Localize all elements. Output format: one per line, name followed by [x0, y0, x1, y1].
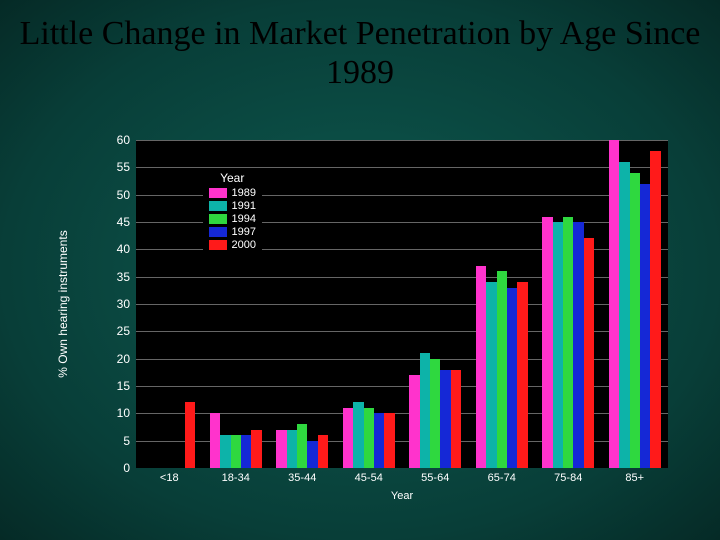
- y-tick-label: 10: [80, 406, 130, 420]
- bar: [374, 413, 384, 468]
- legend-swatch: [209, 214, 227, 224]
- bar: [343, 408, 353, 468]
- x-tick-label: 85+: [625, 472, 644, 484]
- x-tick-label: 45-54: [355, 472, 383, 484]
- x-axis-label: Year: [136, 490, 668, 502]
- x-tick-label: 35-44: [288, 472, 316, 484]
- x-tick-label: 18-34: [222, 472, 250, 484]
- bar: [384, 413, 394, 468]
- bar: [451, 370, 461, 468]
- bar: [251, 430, 261, 468]
- bar: [210, 413, 220, 468]
- bar: [276, 430, 286, 468]
- bar: [584, 238, 594, 468]
- bar: [420, 353, 430, 468]
- legend-swatch: [209, 201, 227, 211]
- bar: [497, 271, 507, 468]
- y-axis-label: % Own hearing instruments: [56, 230, 70, 377]
- bar: [573, 222, 583, 468]
- y-tick-label: 45: [80, 215, 130, 229]
- legend-label: 1997: [232, 226, 256, 238]
- legend-label: 1994: [232, 213, 256, 225]
- y-tick-label: 20: [80, 352, 130, 366]
- bar: [542, 217, 552, 468]
- bar: [409, 375, 419, 468]
- y-tick-label: 25: [80, 324, 130, 338]
- plot-area: Year 19891991199419972000: [136, 140, 668, 468]
- x-tick-label: <18: [160, 472, 179, 484]
- legend-item: 2000: [209, 239, 256, 251]
- bar: [486, 282, 496, 468]
- legend-swatch: [209, 240, 227, 250]
- bar: [650, 151, 660, 468]
- x-tick-label: 65-74: [488, 472, 516, 484]
- bar: [553, 222, 563, 468]
- y-tick-label: 0: [80, 461, 130, 475]
- y-tick-label: 5: [80, 434, 130, 448]
- legend: Year 19891991199419972000: [203, 168, 262, 256]
- bar: [440, 370, 450, 468]
- chart: % Own hearing instruments Year1989199119…: [76, 140, 668, 500]
- bar: [640, 184, 650, 468]
- bar: [220, 435, 230, 468]
- legend-swatch: [209, 227, 227, 237]
- chart-title: Little Change in Market Penetration by A…: [0, 0, 720, 92]
- bar: [517, 282, 527, 468]
- legend-item: 1991: [209, 200, 256, 212]
- legend-item: 1994: [209, 213, 256, 225]
- bar: [231, 435, 241, 468]
- legend-label: 1989: [232, 187, 256, 199]
- bar: [563, 217, 573, 468]
- bar: [287, 430, 297, 468]
- bar: [318, 435, 328, 468]
- x-tick-label: 75-84: [554, 472, 582, 484]
- bar: [476, 266, 486, 468]
- x-tick-labels: <18 18-34 35-44 45-54 55-64 65-74 75-84 85+: [136, 472, 668, 488]
- y-tick-label: 60: [80, 133, 130, 147]
- legend-item: 1989: [209, 187, 256, 199]
- y-tick-label: 30: [80, 297, 130, 311]
- bar: [507, 288, 517, 468]
- y-tick-label: 40: [80, 242, 130, 256]
- legend-title: Year: [209, 171, 256, 185]
- bar: [619, 162, 629, 468]
- y-tick-label: 35: [80, 270, 130, 284]
- bar: [297, 424, 307, 468]
- bar: [430, 359, 440, 468]
- bar: [609, 140, 619, 468]
- bar: [241, 435, 251, 468]
- legend-label: 2000: [232, 239, 256, 251]
- legend-item: 1997: [209, 226, 256, 238]
- bar: [630, 173, 640, 468]
- bar: [185, 402, 195, 468]
- y-tick-label: 50: [80, 188, 130, 202]
- bar: [307, 441, 317, 468]
- bar: [364, 408, 374, 468]
- bar: [353, 402, 363, 468]
- legend-swatch: [209, 188, 227, 198]
- grid-line: [136, 140, 668, 141]
- y-tick-label: 55: [80, 160, 130, 174]
- legend-label: 1991: [232, 200, 256, 212]
- y-tick-label: 15: [80, 379, 130, 393]
- x-tick-label: 55-64: [421, 472, 449, 484]
